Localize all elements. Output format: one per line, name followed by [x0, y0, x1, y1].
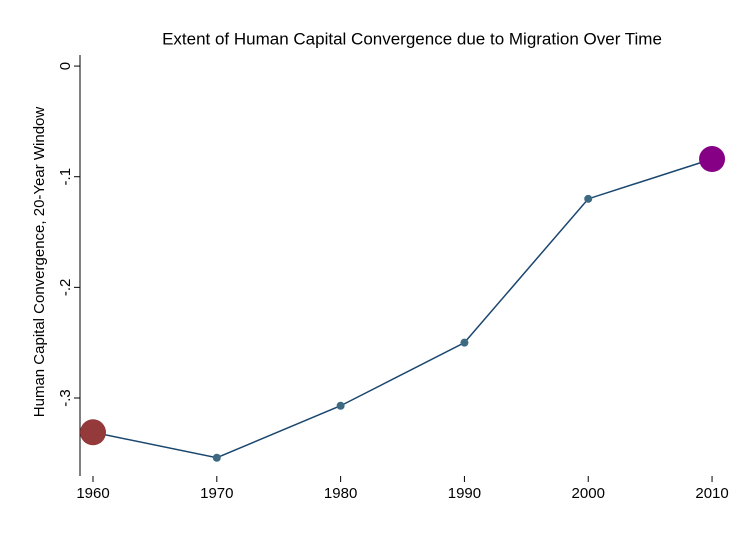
- x-tick-label: 1980: [324, 485, 357, 502]
- marker: [212, 453, 221, 462]
- marker: [336, 401, 345, 410]
- x-tick-label: 1960: [76, 485, 109, 502]
- chart-title: Extent of Human Capital Convergence due …: [162, 29, 662, 48]
- marker: [460, 338, 469, 347]
- y-tick-label: 0: [57, 62, 74, 70]
- highlight-marker: [699, 146, 726, 173]
- x-tick-label: 1990: [448, 485, 481, 502]
- x-tick-label: 2000: [572, 485, 605, 502]
- y-tick-label: -.3: [57, 389, 74, 407]
- line: [92, 158, 713, 459]
- y-tick-label: -.1: [57, 168, 74, 186]
- marker: [584, 194, 593, 203]
- y-tick-label: -.2: [57, 279, 74, 297]
- highlight-marker: [80, 419, 106, 446]
- y-axis-label: Human Capital Convergence, 20-Year Windo…: [31, 107, 48, 418]
- x-tick-label: 2010: [695, 485, 728, 502]
- x-tick-label: 1970: [200, 485, 233, 502]
